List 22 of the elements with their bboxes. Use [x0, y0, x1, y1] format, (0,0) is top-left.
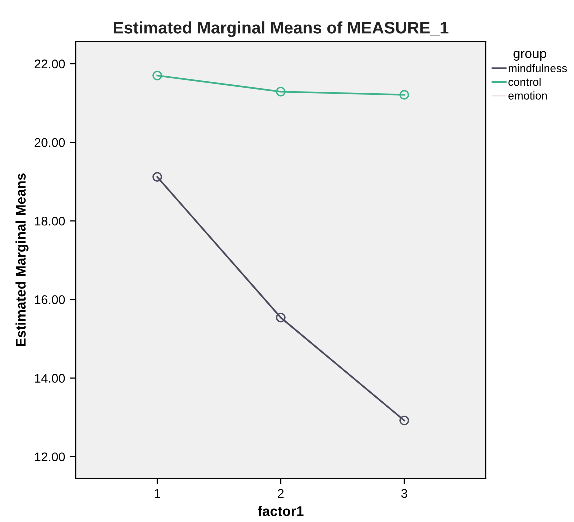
- y-tick-label: 14.00: [35, 374, 66, 383]
- x-tick-label: 1: [154, 489, 160, 498]
- point: [276, 312, 286, 323]
- chart-title: Estimated Marginal Means of MEASURE_1: [114, 22, 449, 38]
- y-tick-label: 20.00: [34, 138, 66, 148]
- y-tick-label: 16.00: [35, 296, 66, 304]
- point: [276, 87, 286, 97]
- legend-label: mindfulness: [508, 64, 568, 72]
- x-tick-label: 2: [278, 489, 284, 498]
- x-tick-label: 3: [401, 489, 408, 498]
- x-axis-title: factor1: [258, 506, 304, 516]
- point: [400, 90, 410, 100]
- y-tick-label: 18.00: [35, 216, 66, 226]
- point: [152, 70, 162, 81]
- y-axis-title: Estimated Marginal Means: [16, 174, 29, 347]
- point: [400, 416, 410, 426]
- y-tick-label: 12.00: [35, 452, 66, 462]
- y-tick-label: 22.00: [34, 60, 66, 69]
- legend-label: control: [508, 78, 541, 86]
- legend-title: group: [514, 51, 546, 61]
- point: [152, 172, 162, 182]
- legend-label: emotion: [508, 92, 548, 100]
